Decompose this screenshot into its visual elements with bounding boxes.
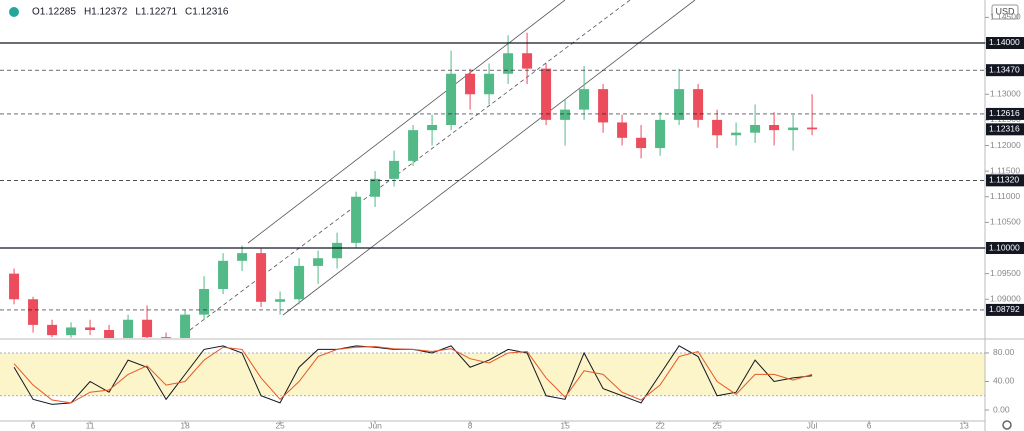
symbol-icon xyxy=(9,7,19,17)
candle-body xyxy=(199,289,210,315)
candle-body xyxy=(180,314,191,338)
candle-body xyxy=(807,127,818,130)
candle-body xyxy=(313,258,324,266)
y-tick-label: 1.11500 xyxy=(990,165,1020,175)
candle-body xyxy=(465,73,476,95)
candle-body xyxy=(161,337,172,338)
level-label: 1.12616 xyxy=(989,108,1020,118)
candle-body xyxy=(351,196,362,243)
candle-body xyxy=(294,265,305,300)
y-tick-label: 80.00 xyxy=(993,347,1015,357)
level-label-bg xyxy=(986,36,1024,49)
candle-body xyxy=(636,137,647,149)
settings-icon[interactable] xyxy=(1002,420,1012,430)
y-tick-label: 40.00 xyxy=(993,376,1015,386)
level-label-bg xyxy=(986,174,1024,187)
candle-body xyxy=(503,53,514,74)
candle-body xyxy=(712,119,723,136)
candle-body xyxy=(142,319,153,338)
y-tick-label: 1.11000 xyxy=(990,191,1020,201)
candle-body xyxy=(674,89,685,120)
candle-body xyxy=(560,109,571,120)
x-tick-label: 6 xyxy=(867,420,872,430)
candle-body xyxy=(275,299,286,302)
level-label: 1.10000 xyxy=(989,242,1020,252)
candle-body xyxy=(9,273,20,300)
level-label-bg xyxy=(986,242,1024,255)
candle-body xyxy=(389,160,400,179)
y-tick-label: 1.10500 xyxy=(990,217,1021,227)
candle-body xyxy=(104,330,115,338)
price-plot xyxy=(9,32,818,338)
level-label-bg xyxy=(986,303,1024,316)
x-tick-label: 8 xyxy=(468,420,473,430)
candle-body xyxy=(693,89,704,120)
candle-body xyxy=(123,319,134,338)
ohlc-value: O1.12285 xyxy=(32,7,76,18)
candle-body xyxy=(655,119,666,149)
candle-body xyxy=(85,327,96,331)
channel-upper xyxy=(247,0,566,244)
level-label-bg xyxy=(986,107,1024,120)
level-label-bg xyxy=(986,64,1024,77)
x-tick-label: 18 xyxy=(180,420,190,430)
osc-band-bg xyxy=(0,352,985,396)
candle-body xyxy=(617,122,628,138)
x-tick-label: 22 xyxy=(655,420,665,430)
candle-body xyxy=(446,73,457,126)
y-tick-label: 1.09000 xyxy=(990,294,1021,304)
candle-body xyxy=(788,127,799,131)
candle-body xyxy=(28,299,39,325)
y-tick-label: 0.00 xyxy=(993,404,1010,414)
candle-body xyxy=(598,89,609,123)
x-tick-label: 25 xyxy=(275,420,285,430)
currency-box xyxy=(991,4,1019,20)
candle-body xyxy=(408,130,419,161)
candle-body xyxy=(484,73,495,95)
candle-body xyxy=(750,125,761,133)
ohlc-value: L1.12271 xyxy=(135,7,177,18)
ohlc-value: H1.12372 xyxy=(84,7,128,18)
y-tick-label: 1.13000 xyxy=(990,89,1021,99)
channel-mid xyxy=(189,0,631,331)
candle-body xyxy=(427,125,438,131)
x-tick-label: 11 xyxy=(86,420,95,430)
candle-body xyxy=(256,253,267,302)
ohlc-value: C1.12316 xyxy=(185,7,229,18)
y-tick-label: 1.14500 xyxy=(990,12,1021,22)
y-tick-label: 1.12000 xyxy=(990,140,1021,150)
candle-body xyxy=(332,242,343,259)
level-label: 1.14000 xyxy=(989,37,1020,47)
candle-body xyxy=(47,324,58,336)
x-tick-label: 15 xyxy=(560,420,570,430)
x-tick-label: 25 xyxy=(712,420,722,430)
candle-body xyxy=(769,125,780,131)
osc-line xyxy=(13,346,813,404)
level-label: 1.13470 xyxy=(989,64,1020,74)
level-label: 1.11320 xyxy=(989,175,1019,185)
candle-body xyxy=(370,178,381,197)
currency: USD xyxy=(995,6,1015,16)
candle-body xyxy=(237,253,248,261)
level-label: 1.12316 xyxy=(989,124,1020,134)
x-tick-label: 6 xyxy=(31,420,36,430)
x-tick-label: Jun xyxy=(368,420,382,430)
x-tick-label: 13 xyxy=(959,420,969,430)
channel-lower xyxy=(282,0,696,316)
x-tick-label: Jul xyxy=(807,420,818,430)
candle-body xyxy=(218,260,229,290)
candle-body xyxy=(541,68,552,120)
candle-body xyxy=(731,132,742,136)
candle-body xyxy=(66,327,77,336)
y-tick-label: 1.09500 xyxy=(990,268,1021,278)
level-label-bg xyxy=(986,123,1024,136)
candle-body xyxy=(522,53,533,69)
level-label: 1.08792 xyxy=(989,304,1020,314)
candle-body xyxy=(579,89,590,110)
